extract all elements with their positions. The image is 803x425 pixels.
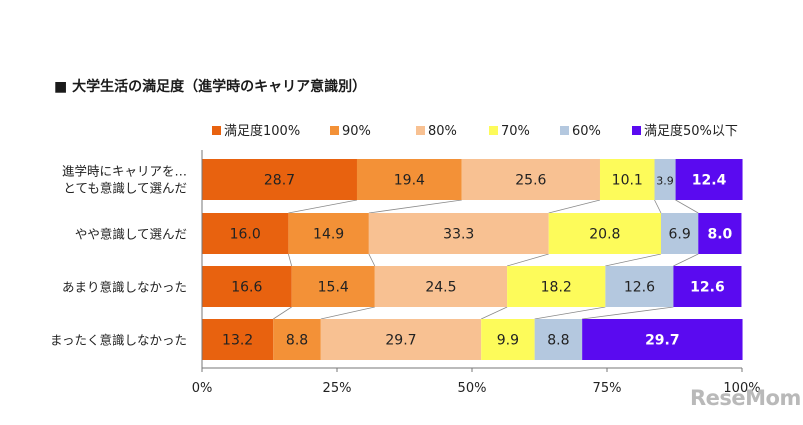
- x-tick-label: 75%: [593, 381, 622, 396]
- data-label: 6.9: [668, 227, 690, 243]
- data-label: 25.6: [515, 173, 546, 189]
- data-label: 12.6: [624, 280, 655, 296]
- bar-segment: [288, 213, 369, 254]
- data-label: 29.7: [385, 333, 416, 349]
- connector-line: [582, 306, 674, 320]
- bar-segment: [599, 159, 655, 200]
- x-tick-label: 0%: [192, 381, 213, 396]
- data-label: 9.9: [497, 333, 519, 349]
- connector-line: [673, 253, 699, 267]
- bar-segment: [202, 159, 357, 200]
- data-label: 14.9: [313, 227, 344, 243]
- data-label: 16.0: [230, 227, 261, 243]
- connector-line: [320, 306, 375, 320]
- legend-label: 満足度50%以下: [644, 123, 738, 139]
- data-label: 3.9: [656, 175, 674, 188]
- legend-swatch: [560, 126, 569, 135]
- bar-segment: [582, 319, 743, 360]
- connector-line: [605, 253, 662, 267]
- data-label: 12.6: [690, 280, 725, 296]
- category-label: やや意識して選んだ: [75, 227, 187, 242]
- bar-segment: [654, 159, 676, 200]
- legend-label: 60%: [572, 124, 601, 139]
- data-label: 13.2: [222, 333, 253, 349]
- legend-swatch: [416, 126, 425, 135]
- bar-segment: [675, 159, 743, 200]
- category-label: まったく意識しなかった: [50, 333, 187, 348]
- legend-label: 70%: [501, 124, 530, 139]
- connector-line: [368, 199, 462, 214]
- legend-swatch: [212, 126, 221, 135]
- connector-line: [654, 199, 662, 214]
- category-label: とても意識して選んだ: [63, 181, 187, 196]
- legend-swatch: [330, 126, 339, 135]
- x-tick-label: 50%: [458, 381, 487, 396]
- bar-segment: [548, 213, 661, 254]
- connector-line: [273, 306, 292, 320]
- data-label: 10.1: [612, 173, 643, 189]
- bar-segment: [481, 319, 535, 360]
- legend-swatch: [632, 126, 641, 135]
- data-label: 19.4: [394, 173, 425, 189]
- bar-segment: [202, 266, 292, 307]
- bar-segment: [368, 213, 549, 254]
- connector-line: [506, 253, 549, 267]
- data-label: 12.4: [692, 173, 727, 189]
- bar-segment: [202, 213, 289, 254]
- bar-segment: [202, 319, 274, 360]
- connector-line: [548, 199, 601, 214]
- data-label: 29.7: [645, 333, 680, 349]
- bar-segment: [534, 319, 583, 360]
- data-label: 16.6: [231, 280, 262, 296]
- bar-segment: [661, 213, 699, 254]
- data-label: 24.5: [425, 280, 456, 296]
- data-label: 28.7: [264, 173, 295, 189]
- bar-segment: [291, 266, 375, 307]
- bar-segment: [461, 159, 600, 200]
- bar-segment: [698, 213, 742, 254]
- legend-label: 80%: [428, 124, 457, 139]
- bar-segment: [605, 266, 674, 307]
- resemom-watermark-logo: ReseMom: [690, 386, 801, 410]
- data-label: 15.4: [318, 280, 349, 296]
- data-label: 33.3: [443, 227, 474, 243]
- connector-line: [534, 306, 606, 320]
- chart-title: ■ 大学生活の満足度（進学時のキャリア意識別）: [54, 79, 367, 95]
- connector-line: [675, 199, 699, 214]
- data-label: 18.2: [541, 280, 572, 296]
- category-label: あまり意識しなかった: [62, 280, 187, 295]
- connector-line: [288, 253, 293, 267]
- bar-segment: [673, 266, 742, 307]
- connector-line: [288, 199, 358, 214]
- legend-label: 満足度100%: [224, 123, 300, 139]
- category-label: 進学時にキャリアを…: [62, 164, 187, 179]
- connector-line: [368, 253, 376, 267]
- data-label: 20.8: [589, 227, 620, 243]
- legend-label: 90%: [342, 124, 371, 139]
- data-label: 8.0: [707, 227, 732, 243]
- connector-line: [481, 306, 508, 320]
- bar-segment: [320, 319, 482, 360]
- x-tick-label: 100%: [723, 381, 760, 396]
- legend-swatch: [489, 126, 498, 135]
- data-label: 8.8: [286, 333, 308, 349]
- bar-segment: [356, 159, 462, 200]
- data-label: 8.8: [547, 333, 569, 349]
- bar-segment: [507, 266, 606, 307]
- bar-segment: [273, 319, 321, 360]
- bar-segment: [374, 266, 508, 307]
- x-tick-label: 25%: [323, 381, 352, 396]
